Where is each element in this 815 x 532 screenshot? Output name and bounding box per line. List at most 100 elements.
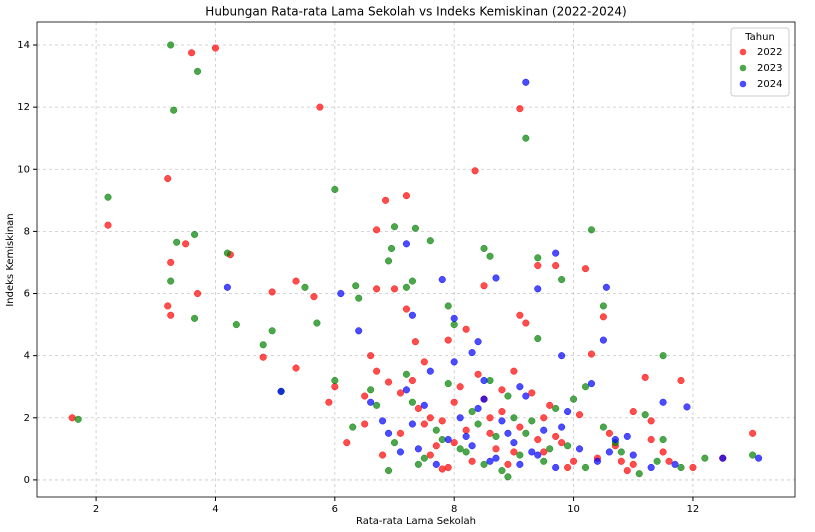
- point: [701, 454, 709, 462]
- point: [390, 223, 399, 231]
- point: [534, 451, 542, 459]
- point: [522, 134, 530, 142]
- point: [373, 367, 381, 375]
- point: [408, 420, 416, 428]
- point: [564, 463, 572, 472]
- point: [480, 395, 488, 403]
- legend-marker: [739, 80, 747, 88]
- point: [641, 411, 649, 419]
- point: [474, 338, 482, 346]
- point: [402, 370, 411, 378]
- point: [498, 408, 506, 416]
- point: [552, 404, 560, 413]
- point: [480, 282, 488, 290]
- point: [599, 423, 607, 431]
- point: [104, 193, 112, 201]
- point: [605, 448, 613, 456]
- point: [292, 364, 300, 372]
- point: [167, 311, 175, 319]
- point: [396, 389, 405, 397]
- point: [170, 106, 178, 114]
- point: [749, 451, 757, 459]
- point: [522, 78, 530, 86]
- point: [653, 457, 661, 465]
- point: [325, 398, 333, 406]
- point: [411, 224, 419, 232]
- x-tick-label: 8: [451, 504, 457, 515]
- x-tick-label: 6: [332, 504, 338, 515]
- point: [450, 314, 458, 322]
- point: [516, 383, 524, 391]
- point: [188, 49, 196, 57]
- point: [313, 319, 321, 327]
- point: [755, 454, 763, 462]
- point: [540, 414, 548, 422]
- point: [104, 221, 112, 229]
- point: [223, 249, 231, 257]
- point: [396, 448, 405, 456]
- point: [316, 103, 324, 111]
- point: [456, 414, 464, 422]
- point: [361, 420, 369, 428]
- point: [504, 392, 512, 400]
- y-axis-label: Indeks Kemiskinan: [5, 213, 16, 306]
- point: [552, 432, 560, 440]
- point: [414, 460, 422, 468]
- point: [402, 240, 411, 248]
- point: [402, 386, 411, 394]
- point: [426, 237, 434, 245]
- point: [361, 392, 369, 400]
- point: [167, 277, 175, 285]
- point: [432, 460, 440, 468]
- point: [534, 262, 542, 270]
- point: [486, 376, 494, 385]
- point: [367, 352, 375, 360]
- point: [623, 467, 631, 475]
- point: [331, 376, 339, 385]
- y-tick-label: 4: [24, 351, 30, 362]
- point: [552, 262, 560, 270]
- point: [408, 398, 416, 406]
- point: [570, 457, 578, 465]
- point: [665, 457, 673, 465]
- point: [462, 426, 470, 434]
- point: [599, 302, 607, 310]
- point: [510, 367, 518, 375]
- point: [558, 423, 566, 431]
- point: [182, 240, 190, 248]
- point: [411, 338, 419, 346]
- point: [581, 265, 590, 273]
- point: [546, 445, 554, 453]
- point: [355, 327, 363, 335]
- point: [167, 258, 175, 267]
- point: [486, 414, 494, 422]
- point: [349, 423, 357, 431]
- point: [516, 460, 524, 468]
- point: [468, 457, 476, 465]
- point: [474, 420, 482, 428]
- point: [683, 403, 691, 411]
- point: [384, 257, 393, 265]
- point: [331, 383, 339, 391]
- point: [468, 408, 476, 416]
- point: [373, 226, 381, 234]
- point: [420, 358, 428, 366]
- point: [379, 451, 387, 459]
- y-tick-label: 8: [24, 226, 30, 237]
- y-tick-label: 2: [24, 413, 30, 424]
- point: [635, 470, 643, 478]
- point: [528, 448, 536, 456]
- point: [331, 185, 339, 193]
- legend-title: Tahun: [744, 32, 775, 43]
- point: [164, 175, 172, 183]
- point: [522, 319, 530, 327]
- point: [480, 460, 488, 468]
- point: [629, 460, 637, 468]
- point: [450, 398, 458, 406]
- y-tick-label: 12: [17, 102, 30, 113]
- point: [486, 457, 494, 465]
- point: [194, 289, 202, 298]
- point: [534, 285, 542, 293]
- legend-marker: [739, 64, 747, 72]
